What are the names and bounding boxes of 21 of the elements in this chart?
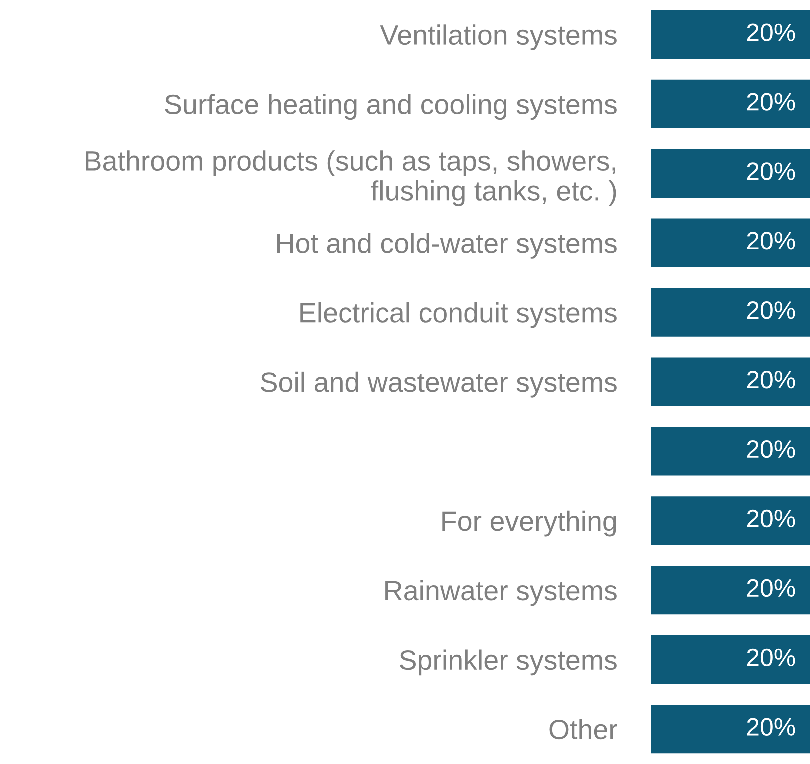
data-label: 20% <box>747 718 796 736</box>
y-tick-label: Ventilation systems <box>380 24 617 51</box>
data-label: 20% <box>747 24 796 42</box>
data-label: 20% <box>747 648 796 667</box>
data-label: 20% <box>747 162 796 180</box>
data-label: 20% <box>747 510 796 528</box>
y-tick-label: Soil and wastewater systems <box>261 372 617 398</box>
y-tick-label: Electrical conduit systems <box>300 302 617 328</box>
data-label: 20% <box>747 232 796 250</box>
y-tick-label: Hot and cold-water systems <box>277 233 617 259</box>
y-tick-label: For everything <box>442 510 616 537</box>
data-label: 20% <box>747 302 796 320</box>
data-label: 20% <box>747 579 796 598</box>
y-tick-label: Rainwater systems <box>386 580 617 606</box>
data-label: 20% <box>747 440 796 458</box>
y-tick-label: Surface heating and cooling systems <box>165 94 617 120</box>
y-tick-label: Sprinkler systems <box>400 650 617 676</box>
y-tick-label: Other <box>550 719 618 740</box>
data-label: 20% <box>747 93 796 111</box>
data-label: 20% <box>747 371 796 389</box>
y-tick-label: Bathroom products (such as taps, showers, flushing tanks, etc. ) <box>86 150 616 206</box>
